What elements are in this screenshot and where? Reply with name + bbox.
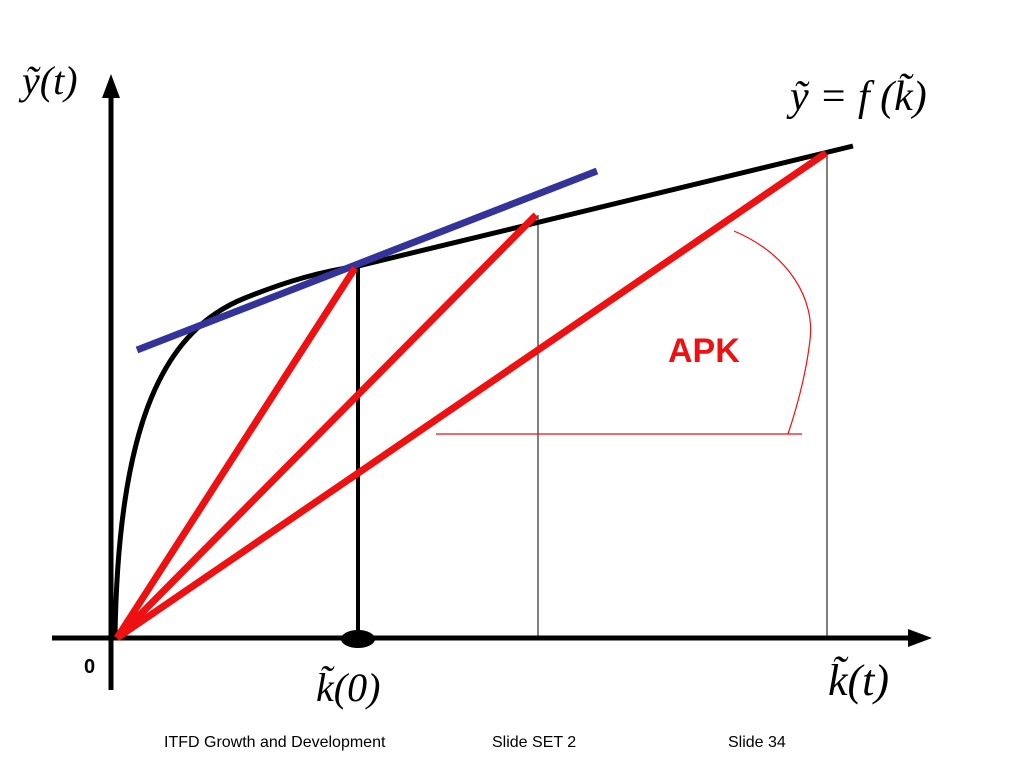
k0-label: k̃(0) — [316, 665, 380, 710]
y-axis-label: ỹ(t) — [18, 58, 78, 103]
origin-label: 0 — [84, 656, 95, 678]
tangent-line — [135, 167, 599, 354]
apk-label: APK — [668, 332, 740, 370]
ray-line-middle — [114, 212, 539, 641]
curve-label: ỹ = f (k̃) — [786, 73, 927, 120]
footer-slide-set: Slide SET 2 — [492, 734, 577, 751]
x-axis-label: k̃(t) — [828, 656, 889, 705]
ray-line-k0 — [114, 266, 358, 640]
k0-marker — [341, 630, 375, 648]
x-axis-arrowhead — [908, 629, 932, 647]
y-axis-arrowhead — [102, 74, 120, 98]
footer-slide-number: Slide 34 — [728, 734, 786, 751]
ray-line-right — [115, 150, 828, 641]
footer-course-title: ITFD Growth and Development — [164, 734, 386, 751]
angle-arc — [733, 230, 812, 435]
